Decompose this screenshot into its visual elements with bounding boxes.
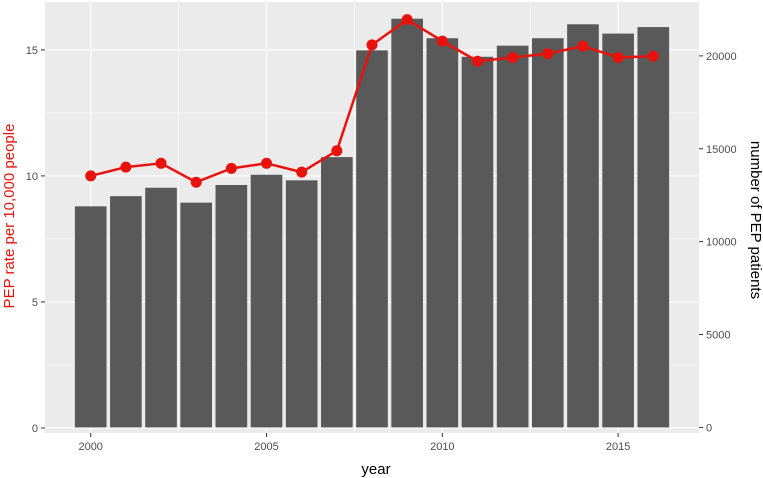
bar: [321, 157, 353, 428]
y-right-tick-label: 15000: [706, 144, 737, 156]
bar: [250, 174, 283, 428]
y-right-tick-label: 0: [706, 422, 712, 434]
data-point: [155, 157, 167, 169]
data-point: [120, 161, 132, 173]
y-left-tick-label: 5: [32, 297, 38, 309]
bar: [215, 184, 248, 428]
line-series: [85, 14, 659, 188]
data-point: [647, 50, 659, 62]
y-axis-left-title: PEP rate per 10,000 people: [1, 124, 18, 309]
data-point: [507, 51, 519, 63]
bar: [356, 50, 388, 428]
x-tick-label: 2015: [606, 441, 630, 453]
data-point: [225, 162, 237, 174]
bar: [637, 27, 670, 428]
bar: [391, 18, 423, 428]
data-point: [331, 145, 343, 157]
y-left-tick-label: 15: [26, 45, 38, 57]
x-tick-label: 2000: [78, 441, 102, 453]
x-axis-title: year: [361, 461, 390, 478]
data-point: [542, 48, 554, 60]
x-tick-label: 2010: [430, 441, 454, 453]
data-point: [261, 157, 273, 169]
data-point: [612, 51, 624, 63]
data-point: [436, 35, 448, 47]
y-right-tick-label: 20000: [706, 51, 737, 63]
axes: 0 5 10 15 0 5000 10000 15000 20000 2000 2005 2010 20…: [26, 45, 737, 453]
bar: [567, 24, 599, 428]
y-left-tick-label: 0: [32, 423, 38, 435]
bar-series: [74, 18, 670, 428]
bar: [110, 196, 142, 428]
data-point: [366, 39, 378, 51]
y-left-tick-label: 10: [26, 171, 38, 183]
data-point: [577, 40, 589, 52]
y-axis-right-title: number of PEP patients: [747, 141, 763, 299]
data-point: [190, 176, 202, 188]
bar: [180, 202, 213, 428]
bar: [74, 206, 107, 428]
y-right-tick-label: 5000: [706, 330, 730, 342]
data-point: [401, 14, 413, 26]
data-point: [296, 166, 308, 178]
bar: [426, 38, 459, 428]
bar: [461, 56, 494, 428]
bar: [602, 33, 634, 428]
bar: [531, 38, 564, 428]
bar: [145, 187, 177, 428]
data-point: [85, 170, 97, 182]
data-point: [471, 55, 483, 67]
x-tick-label: 2005: [254, 441, 278, 453]
bar: [496, 45, 529, 428]
bar: [285, 180, 318, 428]
y-right-tick-label: 10000: [706, 237, 737, 249]
